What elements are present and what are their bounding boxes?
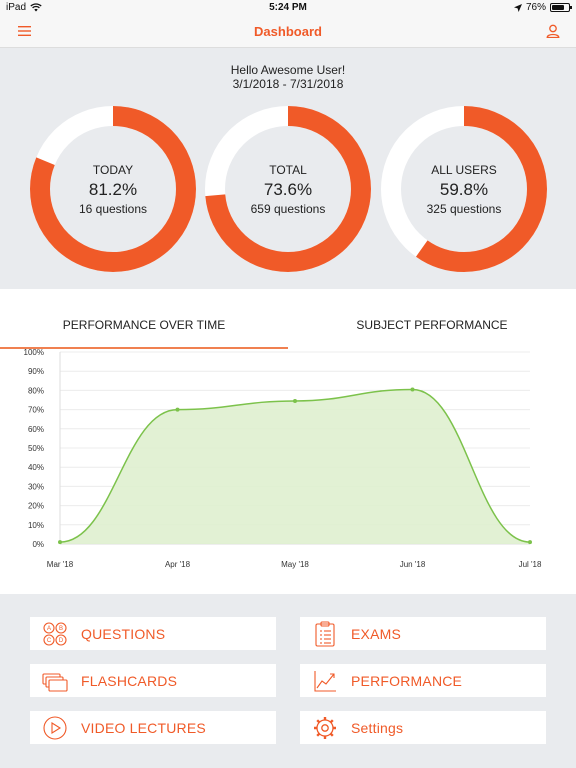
battery-percent: 76%: [525, 2, 546, 13]
device-name: iPad: [6, 2, 27, 13]
battery-icon: [550, 3, 572, 12]
x-tick-label: Mar '18: [47, 560, 74, 569]
ring-count: 16 questions: [78, 201, 148, 216]
tab-performance-over-time[interactable]: PERFORMANCE OVER TIME: [0, 289, 288, 349]
y-tick-label: 70%: [28, 406, 44, 415]
ring-all-users: ALL USERS 59.8% 325 questions: [381, 106, 547, 272]
data-point: [410, 387, 415, 392]
ring-all-users-chart: [381, 106, 547, 272]
x-tick-label: Jun '18: [400, 560, 426, 569]
button-label: QUESTIONS: [81, 626, 166, 642]
flashcards-button[interactable]: FLASHCARDS: [30, 664, 276, 697]
svg-text:B: B: [59, 626, 63, 632]
data-point: [175, 407, 180, 412]
button-label: EXAMS: [351, 626, 402, 642]
y-tick-label: 60%: [28, 425, 44, 434]
y-tick-label: 10%: [28, 521, 44, 530]
ring-total: TOTAL 73.6% 659 questions: [205, 106, 371, 272]
flashcards-icon: [42, 673, 68, 692]
date-range: 3/1/2018 - 7/31/2018: [232, 77, 344, 91]
battery-fill: [552, 5, 565, 10]
ring-total-chart: [205, 106, 371, 272]
page-title: Dashboard: [254, 24, 322, 39]
x-tick-label: May '18: [281, 560, 309, 569]
exams-button[interactable]: EXAMS: [300, 617, 546, 650]
ring-label: TODAY: [92, 162, 134, 177]
greeting-block: Hello Awesome User! 3/1/2018 - 7/31/2018: [0, 63, 576, 91]
ring-count: 659 questions: [250, 201, 326, 216]
ring-label: ALL USERS: [431, 162, 497, 177]
clipboard-list-icon: [315, 621, 335, 647]
ring-count: 325 questions: [426, 201, 502, 216]
performance-chart: 0% 10% 20% 30% 40% 50% 60% 70% 80% 90% 100% Mar '18…: [24, 348, 542, 569]
y-tick-label: 80%: [28, 386, 44, 395]
status-time: 5:24 PM: [269, 2, 307, 13]
ring-today-chart: [30, 106, 196, 272]
ring-arc: [30, 106, 196, 272]
ring-percent: 59.8%: [439, 179, 489, 199]
y-tick-label: 20%: [28, 502, 44, 511]
status-bar: iPad 5:24 PM 76%: [0, 0, 576, 16]
nav-bar: Dashboard: [0, 16, 576, 48]
data-point: [293, 398, 297, 403]
data-point: [528, 540, 532, 545]
y-tick-label: 30%: [28, 482, 44, 491]
y-tick-label: 0%: [32, 540, 44, 549]
y-tick-label: 50%: [28, 444, 44, 453]
x-tick-label: Jul '18: [519, 560, 542, 569]
hamburger-icon[interactable]: [18, 26, 31, 36]
button-label: VIDEO LECTURES: [81, 720, 206, 736]
greeting: Hello Awesome User!: [230, 63, 346, 77]
ring-percent: 73.6%: [263, 179, 313, 199]
svg-text:C: C: [47, 638, 52, 644]
performance-button[interactable]: PERFORMANCE: [300, 664, 546, 697]
gear-icon: [314, 717, 336, 739]
button-label: PERFORMANCE: [351, 673, 463, 689]
trend-chart-icon: [314, 671, 336, 692]
settings-button[interactable]: Settings: [300, 711, 546, 744]
y-tick-label: 40%: [28, 463, 44, 472]
tab-subject-performance[interactable]: SUBJECT PERFORMANCE: [356, 318, 508, 332]
ring-arc: [205, 106, 371, 272]
series-area: [60, 389, 530, 544]
data-point: [58, 540, 62, 545]
button-label: Settings: [351, 720, 404, 736]
abcd-choices-icon: A B C D: [43, 622, 67, 646]
summary-section: Hello Awesome User! 3/1/2018 - 7/31/2018…: [0, 49, 576, 289]
y-tick-label: 90%: [28, 367, 44, 376]
play-circle-icon: [43, 716, 67, 740]
wifi-icon: [30, 3, 42, 12]
ring-arc: [381, 106, 547, 272]
button-label: FLASHCARDS: [81, 673, 178, 689]
location-arrow-icon: [513, 3, 522, 12]
svg-text:A: A: [47, 626, 51, 632]
y-tick-label: 100%: [24, 348, 44, 357]
ring-label: TOTAL: [269, 162, 307, 177]
ring-percent: 81.2%: [88, 179, 138, 199]
svg-text:D: D: [59, 638, 64, 644]
ring-today: TODAY 81.2% 16 questions: [30, 106, 196, 272]
x-tick-label: Apr '18: [165, 560, 191, 569]
performance-panel: PERFORMANCE OVER TIME SUBJECT PERFORMANC…: [0, 289, 576, 594]
questions-button[interactable]: A B C D QUESTIONS: [30, 617, 276, 650]
user-icon[interactable]: [546, 24, 560, 38]
video-lectures-button[interactable]: VIDEO LECTURES: [30, 711, 276, 744]
